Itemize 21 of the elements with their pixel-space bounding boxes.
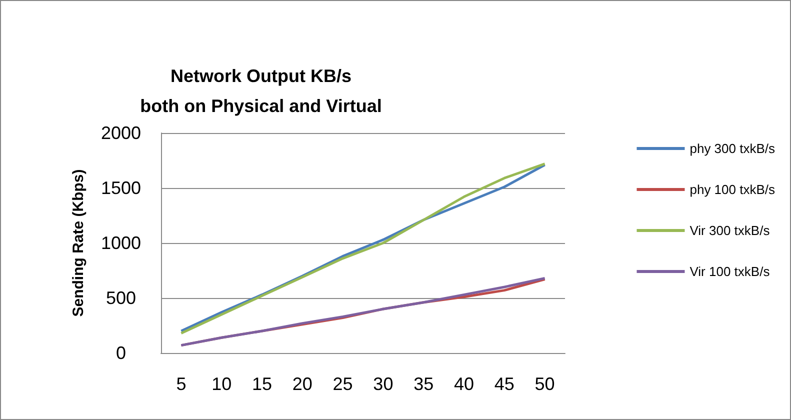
x-tick-label: 20 <box>292 374 312 394</box>
legend-label: Vir 100 txkB/s <box>690 264 770 279</box>
chart-title: Network Output KB/s both on Physical and Virtual <box>140 66 382 116</box>
x-tick-label: 5 <box>176 374 186 394</box>
x-tick-label: 40 <box>454 374 474 394</box>
y-tick-label: 2000 <box>100 123 142 143</box>
x-tick-label: 45 <box>494 374 514 394</box>
legend-label: Vir 300 txkB/s <box>690 223 770 238</box>
legend-label: phy 100 txkB/s <box>690 182 776 197</box>
x-tick-label: 30 <box>373 374 394 394</box>
y-axis-title: Sending Rate (Kbps) <box>70 169 87 317</box>
x-tick-label: 35 <box>414 374 434 394</box>
x-tick-label: 25 <box>332 374 353 394</box>
x-tick-label: 10 <box>212 374 232 394</box>
legend-label: phy 300 txkB/s <box>690 141 776 156</box>
y-tick-label: 1500 <box>100 178 142 198</box>
y-tick-label: 500 <box>106 288 136 308</box>
y-tick-label: 1000 <box>100 233 142 253</box>
x-tick-label: 15 <box>252 374 272 394</box>
y-tick-label: 0 <box>116 343 126 363</box>
x-tick-label: 50 <box>534 374 555 394</box>
